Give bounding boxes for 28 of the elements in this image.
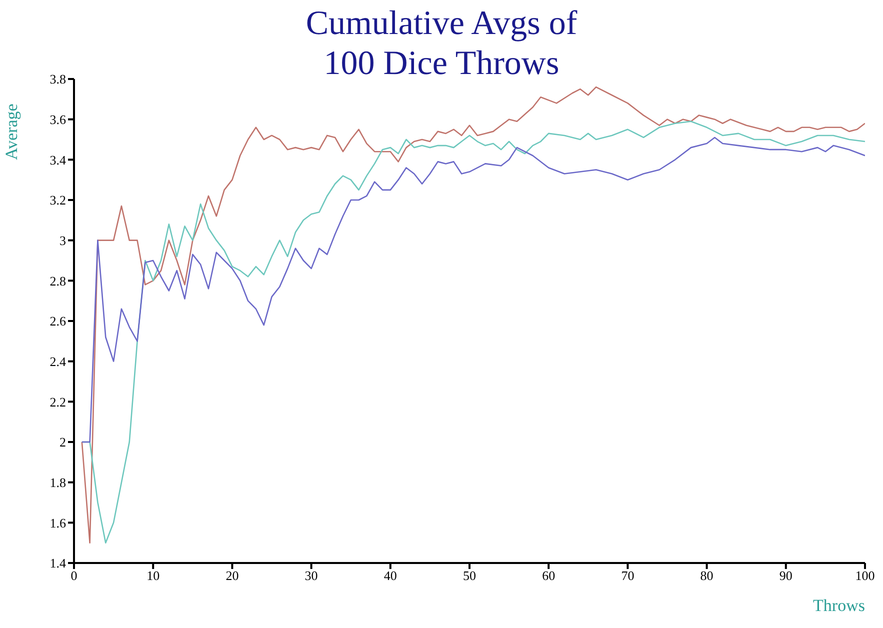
x-tick-label: 30 — [304, 568, 318, 584]
x-tick-label: 50 — [463, 568, 476, 584]
x-tick-label: 0 — [70, 568, 78, 584]
y-tick-label: 3.8 — [50, 72, 66, 87]
x-tick-label: 20 — [226, 568, 239, 584]
y-tick-label: 3.6 — [50, 112, 66, 127]
x-tick-label: 60 — [542, 568, 556, 584]
chart-title: Cumulative Avgs of 100 Dice Throws — [306, 5, 578, 82]
y-tick-label: 3.2 — [50, 192, 66, 208]
x-tick-label: 10 — [146, 568, 160, 584]
y-tick-label: 2.6 — [50, 314, 66, 329]
x-tick-label: 80 — [700, 568, 714, 584]
y-tick-label: 2.2 — [50, 394, 66, 410]
line-series — [81, 136, 865, 443]
y-axis-title: Average — [2, 104, 22, 160]
y-tick-label: 3 — [60, 232, 66, 248]
y-tick-label: 2.8 — [50, 273, 66, 288]
x-tick-label: 100 — [855, 568, 875, 584]
y-tick-label: 1.8 — [50, 474, 66, 490]
x-axis-title: Throws — [813, 596, 865, 616]
y-tick-label: 1.4 — [50, 556, 66, 571]
y-tick-label: 2.4 — [50, 354, 66, 369]
y-tick-label: 2 — [60, 434, 66, 450]
x-tick-label: 70 — [621, 568, 634, 584]
y-tick-label: 1.6 — [50, 515, 66, 530]
x-tick-label: 40 — [384, 568, 397, 584]
y-tick-label: 3.4 — [50, 152, 66, 168]
x-tick-label: 90 — [779, 568, 792, 584]
